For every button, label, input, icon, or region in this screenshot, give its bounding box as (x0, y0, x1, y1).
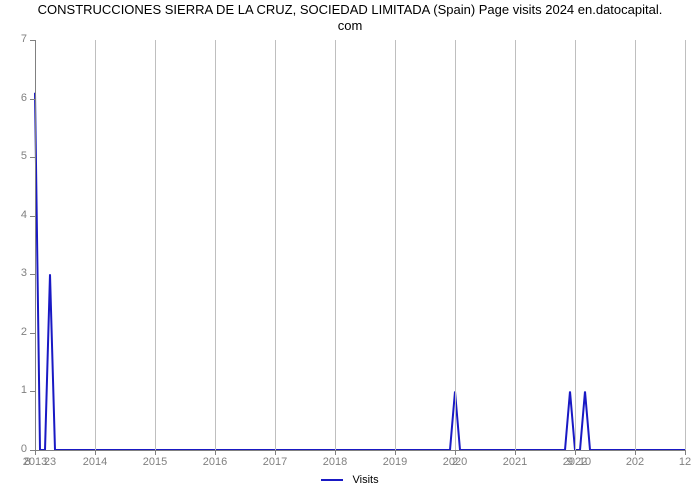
gridline-v (215, 40, 216, 450)
y-tick-label: 4 (5, 209, 27, 221)
legend: Visits (0, 474, 700, 486)
x-tick-label: 2017 (250, 456, 300, 468)
y-tick-label: 5 (5, 150, 27, 162)
x-tick-label: 2015 (130, 456, 180, 468)
line-svg (35, 40, 685, 450)
x-extra-label: 10 (570, 456, 600, 468)
gridline-v (575, 40, 576, 450)
legend-label: Visits (352, 474, 378, 486)
gridline-v (335, 40, 336, 450)
x-axis (35, 450, 685, 451)
gridline-v (455, 40, 456, 450)
y-tick-label: 3 (5, 267, 27, 279)
y-tick-label: 0 (5, 443, 27, 455)
gridline-v (685, 40, 686, 450)
gridline-v (95, 40, 96, 450)
x-extra-label: 23 (35, 456, 65, 468)
x-tick-label: 2018 (310, 456, 360, 468)
y-tick-label: 2 (5, 326, 27, 338)
x-tick-label: 2019 (370, 456, 420, 468)
legend-swatch (321, 479, 343, 481)
visits-line (35, 93, 685, 450)
x-tick-label: 2016 (190, 456, 240, 468)
x-tick-label: 202 (610, 456, 660, 468)
gridline-v (515, 40, 516, 450)
chart-container: CONSTRUCCIONES SIERRA DE LA CRUZ, SOCIED… (0, 0, 700, 500)
x-tick-label: 2021 (490, 456, 540, 468)
gridline-v (395, 40, 396, 450)
title-line-1: CONSTRUCCIONES SIERRA DE LA CRUZ, SOCIED… (38, 2, 663, 17)
x-tick (685, 450, 686, 455)
y-tick-label: 7 (5, 33, 27, 45)
title-line-2: com (338, 18, 363, 33)
gridline-v (155, 40, 156, 450)
chart-title: CONSTRUCCIONES SIERRA DE LA CRUZ, SOCIED… (0, 2, 700, 35)
y-tick-label: 1 (5, 384, 27, 396)
x-extra-label: 2 (440, 456, 470, 468)
gridline-v (635, 40, 636, 450)
y-tick-label: 6 (5, 92, 27, 104)
x-extra-label: 12 (670, 456, 700, 468)
plot-area (35, 40, 685, 450)
gridline-v (275, 40, 276, 450)
y-axis (35, 40, 36, 450)
x-tick-label: 2014 (70, 456, 120, 468)
